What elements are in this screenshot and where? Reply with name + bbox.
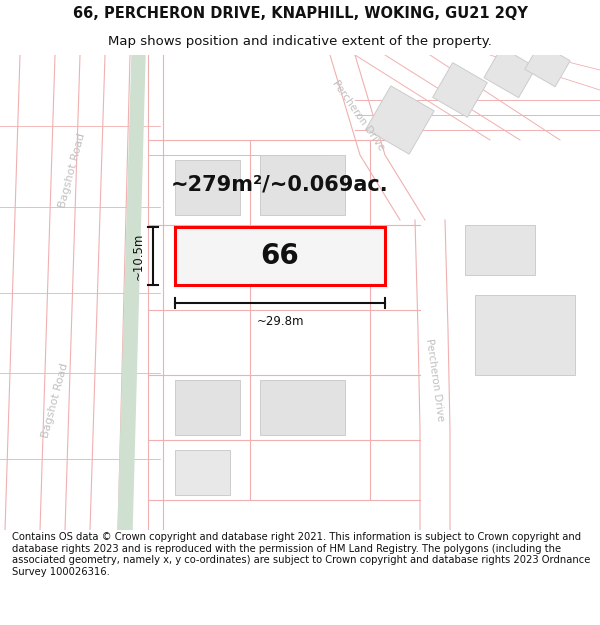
Bar (475, 295, 575, 375)
Polygon shape (415, 220, 450, 530)
Text: Map shows position and indicative extent of the property.: Map shows position and indicative extent… (108, 35, 492, 48)
Polygon shape (433, 62, 487, 118)
Text: ~279m²/~0.069ac.: ~279m²/~0.069ac. (171, 175, 389, 195)
Bar (465, 225, 535, 275)
Text: Percheron Drive: Percheron Drive (424, 338, 446, 422)
Polygon shape (118, 55, 145, 530)
Bar (175, 450, 230, 495)
Bar (260, 380, 345, 435)
Text: 66, PERCHERON DRIVE, KNAPHILL, WOKING, GU21 2QY: 66, PERCHERON DRIVE, KNAPHILL, WOKING, G… (73, 6, 527, 21)
Polygon shape (366, 86, 434, 154)
Polygon shape (525, 43, 570, 87)
Text: 66: 66 (260, 242, 299, 270)
Bar (175, 160, 240, 215)
Text: Bagshot Road: Bagshot Road (40, 361, 70, 439)
Polygon shape (484, 48, 536, 98)
Text: ~29.8m: ~29.8m (256, 315, 304, 328)
Text: Contains OS data © Crown copyright and database right 2021. This information is : Contains OS data © Crown copyright and d… (12, 532, 590, 577)
Bar (175, 227, 385, 285)
Bar (260, 155, 345, 215)
Polygon shape (330, 55, 425, 220)
Bar (175, 380, 240, 435)
Text: Bagshot Road: Bagshot Road (57, 131, 87, 209)
Text: Percheron Drive: Percheron Drive (330, 78, 386, 152)
Text: ~10.5m: ~10.5m (132, 232, 145, 280)
